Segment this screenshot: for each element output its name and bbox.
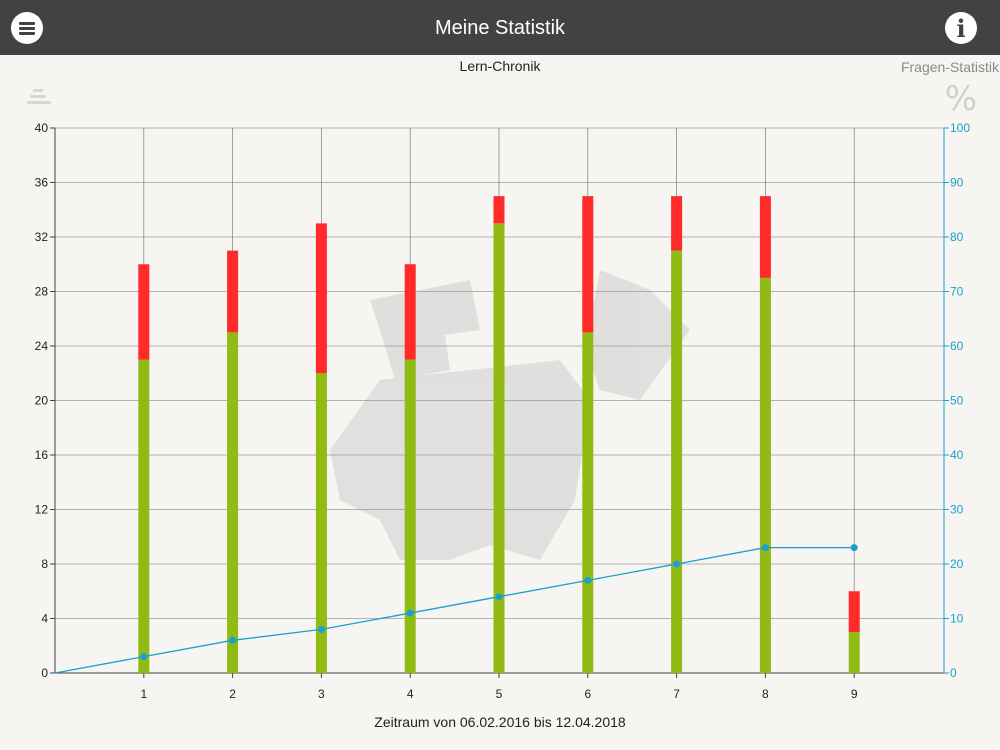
y2-tick-label: 10 <box>950 612 964 626</box>
y2-tick-label: 50 <box>950 394 964 408</box>
bar-wrong <box>315 223 327 374</box>
line-path <box>54 547 855 674</box>
y-tick-label: 32 <box>35 230 49 244</box>
y2-tick-label: 40 <box>950 448 964 462</box>
x-tick-label: 7 <box>673 687 680 701</box>
y2-tick-label: 100 <box>950 121 970 135</box>
bar-correct <box>138 359 150 673</box>
y2-tick-label: 30 <box>950 503 964 517</box>
line-point <box>317 625 325 633</box>
line-point <box>761 544 769 552</box>
y2-tick-label: 90 <box>950 176 964 190</box>
bull-watermark <box>330 270 690 560</box>
bar-correct <box>315 373 327 673</box>
line-point <box>495 593 503 601</box>
app-bar <box>0 0 1000 55</box>
y-tick-label: 8 <box>41 557 48 571</box>
tab-lern-chronik[interactable]: Lern-Chronik <box>459 58 541 74</box>
bar-correct <box>848 632 860 673</box>
y2-tick-label: 70 <box>950 285 964 299</box>
bar-wrong <box>848 591 860 633</box>
menu-icon[interactable] <box>11 12 43 44</box>
bar-wrong <box>227 250 239 333</box>
x-tick-label: 3 <box>318 687 325 701</box>
bar-correct <box>227 332 239 673</box>
y-tick-label: 40 <box>35 121 49 135</box>
x-tick-label: 5 <box>496 687 503 701</box>
chart-bars <box>138 196 860 673</box>
line-point <box>406 609 414 617</box>
x-axis-title: Zeitraum von 06.02.2016 bis 12.04.2018 <box>374 714 626 730</box>
bar-correct <box>582 332 594 673</box>
chart-tick-labels: 0481216202428323640010203040506070809010… <box>35 121 971 701</box>
bar-wrong <box>671 196 683 251</box>
bar-wrong <box>404 264 416 360</box>
x-tick-label: 4 <box>407 687 414 701</box>
line-point <box>140 653 148 661</box>
y-tick-label: 36 <box>35 176 49 190</box>
line-point <box>673 560 681 568</box>
y-tick-label: 4 <box>41 612 48 626</box>
x-tick-label: 9 <box>851 687 858 701</box>
y-tick-label: 16 <box>35 448 49 462</box>
percent-icon[interactable]: % <box>944 79 977 119</box>
bar-correct <box>493 223 505 673</box>
line-point <box>584 576 592 584</box>
page-title: Meine Statistik <box>434 17 566 39</box>
y-tick-label: 0 <box>41 666 48 680</box>
x-tick-label: 1 <box>140 687 147 701</box>
y2-tick-label: 60 <box>950 339 964 353</box>
y-tick-label: 24 <box>35 339 49 353</box>
bar-correct <box>671 250 683 673</box>
sort-icon[interactable] <box>27 87 51 109</box>
y2-tick-label: 0 <box>950 666 957 680</box>
bar-wrong <box>759 196 771 278</box>
chart-line-series <box>54 544 858 674</box>
y-tick-label: 12 <box>35 503 49 517</box>
info-icon[interactable]: i <box>945 12 977 44</box>
bar-correct <box>759 277 771 673</box>
x-tick-label: 6 <box>584 687 591 701</box>
line-point <box>850 544 858 552</box>
y-tick-label: 20 <box>35 394 49 408</box>
y2-tick-label: 80 <box>950 230 964 244</box>
y2-tick-label: 20 <box>950 557 964 571</box>
line-point <box>229 636 237 644</box>
x-tick-label: 8 <box>762 687 769 701</box>
bar-wrong <box>582 196 594 333</box>
bar-wrong <box>138 264 150 360</box>
bar-wrong <box>493 196 505 224</box>
tab-fragen-statistik[interactable]: Fragen-Statistik <box>900 59 999 75</box>
bar-correct <box>404 359 416 673</box>
y-tick-label: 28 <box>35 285 49 299</box>
x-tick-label: 2 <box>229 687 236 701</box>
